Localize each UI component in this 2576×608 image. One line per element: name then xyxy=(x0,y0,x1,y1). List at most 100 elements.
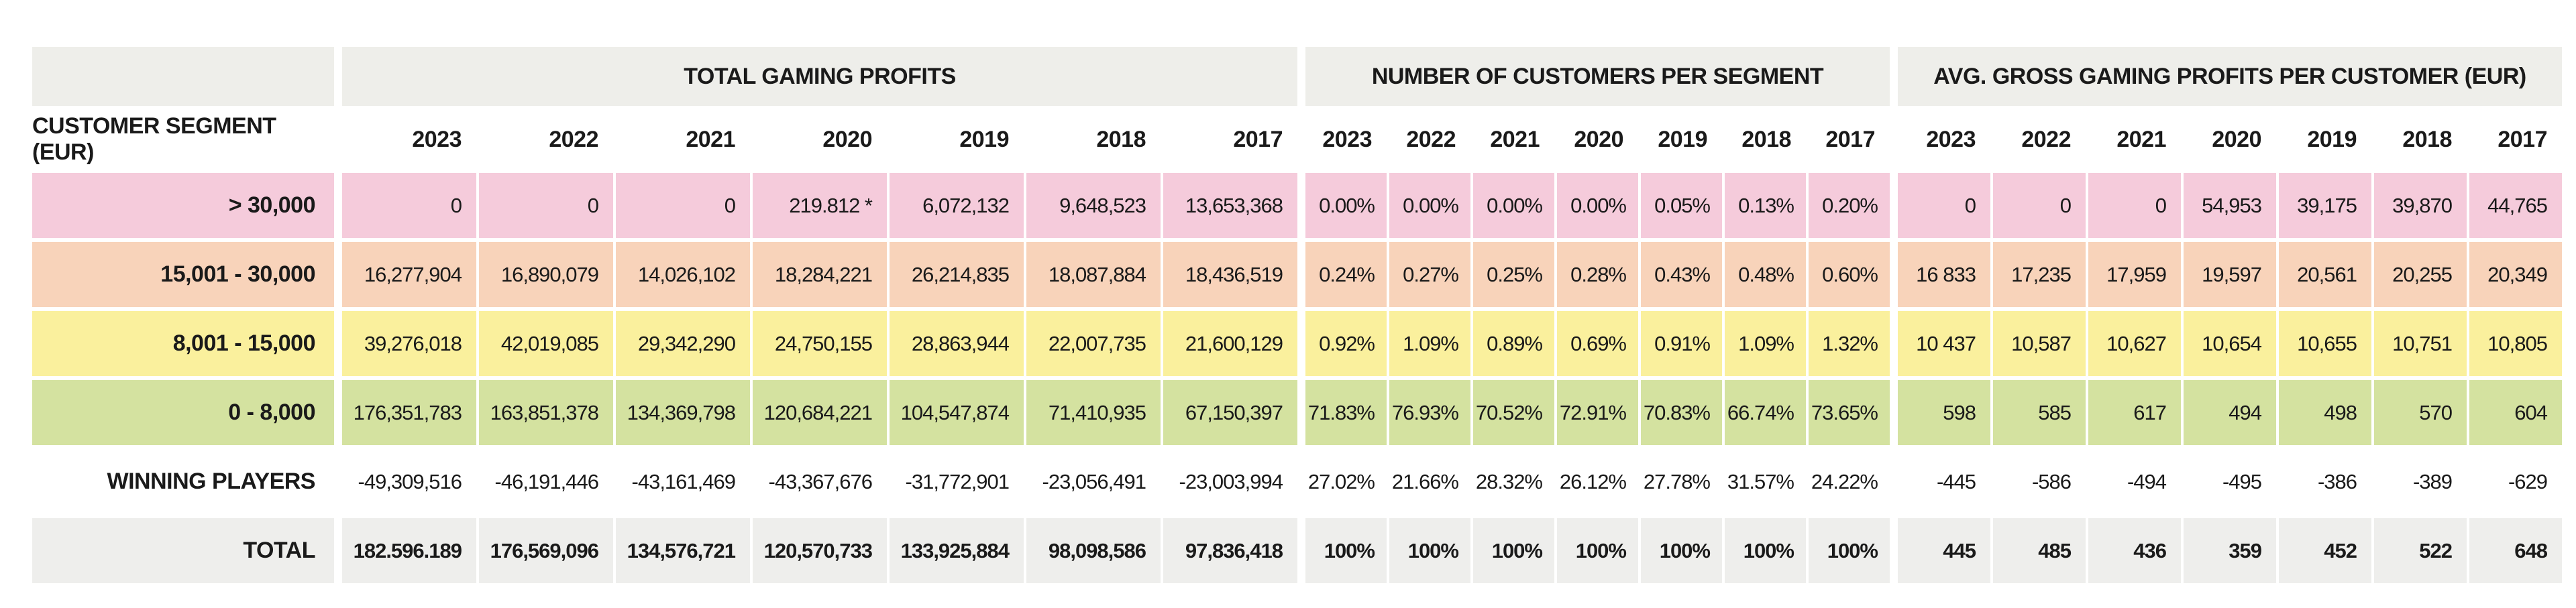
years-header-row: CUSTOMER SEGMENT (EUR) 2023 2022 2021 2020 2… xyxy=(32,110,2564,169)
table-cell: 18,436,519 xyxy=(1163,242,1297,307)
table-cell: 18,087,884 xyxy=(1026,242,1161,307)
table-cell: 42,019,085 xyxy=(479,311,613,376)
table-cell: 22,007,735 xyxy=(1026,311,1161,376)
label-column-header-box xyxy=(32,47,334,106)
table-cell: -43,367,676 xyxy=(753,449,887,514)
year-header-customers-per-segment-2022: 2022 xyxy=(1406,126,1456,152)
table-row-total: TOTAL 182.596.189 176,569,096 134,576,721 12… xyxy=(32,518,2564,583)
table-cell: 0 xyxy=(1898,173,1990,238)
table-cell: 70.52% xyxy=(1473,380,1554,445)
year-header-avg-gross-profits-per-customer-2023: 2023 xyxy=(1926,126,1976,152)
table-cell: 72.91% xyxy=(1557,380,1638,445)
table-cell: 10,751 xyxy=(2374,311,2467,376)
table-cell: 604 xyxy=(2469,380,2562,445)
table-cell: 0.00% xyxy=(1305,173,1387,238)
table-cell: -386 xyxy=(2279,449,2371,514)
table-cell: 436 xyxy=(2088,518,2181,583)
table-cell: 16,890,079 xyxy=(479,242,613,307)
table-cell: 26.12% xyxy=(1557,449,1638,514)
table-cell: 0 xyxy=(342,173,476,238)
table-cell: -389 xyxy=(2374,449,2467,514)
section-title-total-gaming-profits: TOTAL GAMING PROFITS xyxy=(342,47,1297,106)
table-cell: 6,072,132 xyxy=(890,173,1024,238)
table-cell: -23,056,491 xyxy=(1026,449,1161,514)
table-cell: 445 xyxy=(1898,518,1990,583)
row-label-0-8000: 0 - 8,000 xyxy=(32,380,334,445)
table-cell: 21,600,129 xyxy=(1163,311,1297,376)
table-cell: 10,627 xyxy=(2088,311,2181,376)
table-cell: 359 xyxy=(2184,518,2276,583)
table-row-8001-15000: 8,001 - 15,000 39,276,018 42,019,085 29,342… xyxy=(32,311,2564,376)
year-header-total-gaming-profits-2022: 2022 xyxy=(549,126,598,152)
table-cell: 100% xyxy=(1557,518,1638,583)
table-cell: 14,026,102 xyxy=(616,242,750,307)
table-cell: 39,870 xyxy=(2374,173,2467,238)
table-cell: 73.65% xyxy=(1809,380,1890,445)
table-cell: 100% xyxy=(1809,518,1890,583)
table-cell: 0.00% xyxy=(1557,173,1638,238)
table-cell: -629 xyxy=(2469,449,2562,514)
table-cell: 219.812 * xyxy=(753,173,887,238)
row-label-total: TOTAL xyxy=(32,518,334,583)
table-cell: 0.05% xyxy=(1641,173,1722,238)
table-cell: 13,653,368 xyxy=(1163,173,1297,238)
year-header-avg-gross-profits-per-customer-2020: 2020 xyxy=(2212,126,2261,152)
table-cell: 0.24% xyxy=(1305,242,1387,307)
row-label-8001-15000: 8,001 - 15,000 xyxy=(32,311,334,376)
table-cell: 28.32% xyxy=(1473,449,1554,514)
table-cell: 0.28% xyxy=(1557,242,1638,307)
table-cell: 120,684,221 xyxy=(753,380,887,445)
section-title-customers-per-segment: NUMBER OF CUSTOMERS PER SEGMENT xyxy=(1305,47,1890,106)
table-cell: 76.93% xyxy=(1389,380,1470,445)
table-cell: 71.83% xyxy=(1305,380,1387,445)
table-row-over-30000: > 30,000 0 0 0 219.812 * 6,072,132 9,648,523 13… xyxy=(32,173,2564,238)
table-cell: 70.83% xyxy=(1641,380,1722,445)
table-cell: 20,349 xyxy=(2469,242,2562,307)
table-cell: 585 xyxy=(1993,380,2086,445)
table-row-15001-30000: 15,001 - 30,000 16,277,904 16,890,079 14,02… xyxy=(32,242,2564,307)
gaming-profits-table: TOTAL GAMING PROFITS NUMBER OF CUSTOMERS… xyxy=(32,47,2564,583)
table-cell: 134,576,721 xyxy=(616,518,750,583)
table-cell: 648 xyxy=(2469,518,2562,583)
table-cell: -495 xyxy=(2184,449,2276,514)
year-header-customers-per-segment-2021: 2021 xyxy=(1490,126,1540,152)
year-header-avg-gross-profits-per-customer-2022: 2022 xyxy=(2021,126,2071,152)
year-header-total-gaming-profits-2023: 2023 xyxy=(412,126,462,152)
table-cell: 182.596.189 xyxy=(342,518,476,583)
table-cell: 0.89% xyxy=(1473,311,1554,376)
row-label-over-30000: > 30,000 xyxy=(32,173,334,238)
year-header-total-gaming-profits-2018: 2018 xyxy=(1096,126,1146,152)
table-cell: 0.91% xyxy=(1641,311,1722,376)
year-header-customers-per-segment-2023: 2023 xyxy=(1322,126,1372,152)
table-cell: 39,276,018 xyxy=(342,311,476,376)
table-cell: -23,003,994 xyxy=(1163,449,1297,514)
table-cell: 1.09% xyxy=(1389,311,1470,376)
table-cell: 21.66% xyxy=(1389,449,1470,514)
table-cell: 0.43% xyxy=(1641,242,1722,307)
table-cell: 0.25% xyxy=(1473,242,1554,307)
table-cell: 10,805 xyxy=(2469,311,2562,376)
table-cell: 104,547,874 xyxy=(890,380,1024,445)
table-cell: -46,191,446 xyxy=(479,449,613,514)
table-row-winning-players: WINNING PLAYERS -49,309,516 -46,191,446 -43… xyxy=(32,449,2564,514)
table-cell: 100% xyxy=(1389,518,1470,583)
table-cell: 120,570,733 xyxy=(753,518,887,583)
table-cell: 16 833 xyxy=(1898,242,1990,307)
table-cell: 27.78% xyxy=(1641,449,1722,514)
table-cell: 100% xyxy=(1725,518,1806,583)
table-cell: -49,309,516 xyxy=(342,449,476,514)
table-cell: 10,654 xyxy=(2184,311,2276,376)
table-cell: 570 xyxy=(2374,380,2467,445)
year-header-avg-gross-profits-per-customer-2021: 2021 xyxy=(2116,126,2166,152)
table-cell: 100% xyxy=(1641,518,1722,583)
table-cell: 522 xyxy=(2374,518,2467,583)
table-cell: 0.69% xyxy=(1557,311,1638,376)
table-cell: 0.20% xyxy=(1809,173,1890,238)
section-title-avg-profits-per-customer: AVG. GROSS GAMING PROFITS PER CUSTOMER (… xyxy=(1898,47,2562,106)
table-cell: 134,369,798 xyxy=(616,380,750,445)
table-cell: 0.60% xyxy=(1809,242,1890,307)
table-cell: 485 xyxy=(1993,518,2086,583)
table-cell: 0.00% xyxy=(1389,173,1470,238)
table-cell: 20,561 xyxy=(2279,242,2371,307)
table-cell: 0.27% xyxy=(1389,242,1470,307)
